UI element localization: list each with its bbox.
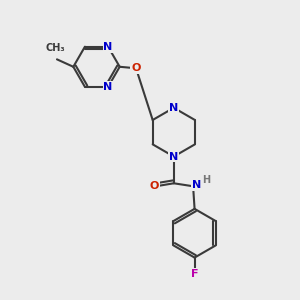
Text: N: N: [169, 152, 178, 161]
Text: N: N: [103, 82, 113, 92]
Text: CH₃: CH₃: [45, 44, 65, 53]
Text: O: O: [131, 63, 141, 73]
Text: N: N: [103, 42, 113, 52]
Text: H: H: [202, 175, 211, 185]
Text: N: N: [169, 103, 178, 113]
Text: O: O: [150, 181, 159, 191]
Text: N: N: [192, 180, 201, 190]
Text: F: F: [191, 269, 198, 279]
